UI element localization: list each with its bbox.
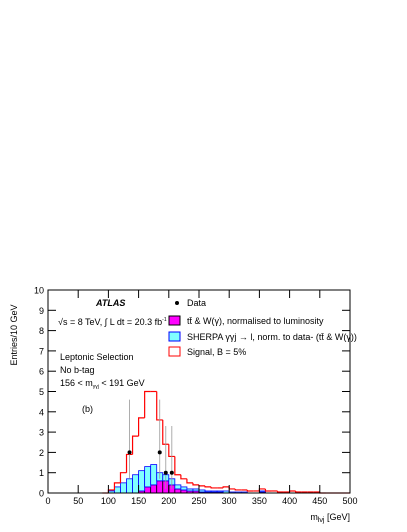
- bkg-bin: [210, 490, 218, 493]
- bkg-bin: [150, 464, 158, 486]
- y-tick-label: 0: [39, 489, 44, 499]
- x-tick-label: 500: [342, 496, 357, 506]
- legend-data-marker: [175, 301, 179, 305]
- signal-bin: [174, 456, 181, 476]
- signal-bin: [156, 391, 163, 421]
- legend-label: tt̄ & W(γ), normalised to luminosity: [187, 316, 324, 326]
- selection-label: Leptonic Selection: [60, 352, 134, 362]
- bkg-bin: [258, 490, 266, 493]
- legend-label: Signal, B = 5%: [187, 347, 246, 357]
- bkg-bin: [132, 474, 139, 494]
- signal-bin: [289, 490, 296, 492]
- y-tick-label: 2: [39, 448, 44, 458]
- signal-bin: [210, 486, 218, 489]
- data-point: [127, 450, 132, 455]
- signal-bin: [198, 484, 206, 487]
- bkg-bin: [204, 490, 212, 493]
- signal-bin: [234, 488, 242, 491]
- bkg-bin: [114, 486, 121, 494]
- signal-bin: [162, 419, 169, 445]
- x-tick-label: 50: [73, 496, 83, 506]
- y-tick-label: 7: [39, 346, 44, 356]
- signal-bin: [204, 485, 212, 488]
- signal-bin: [138, 417, 145, 437]
- legend-label: SHERPA γγj → l, norm. to data- (tt̄ & W(…: [187, 332, 357, 342]
- bkg-bin: [126, 478, 133, 494]
- energy-text: √s = 8 TeV, ∫ L dt = 20.3 fb: [58, 317, 162, 327]
- y-tick-label: 5: [39, 387, 44, 397]
- y-tick-label: 4: [39, 407, 44, 417]
- bkg-bin: [192, 488, 200, 492]
- x-tick-label: 200: [161, 496, 176, 506]
- x-axis-label: mlνj [GeV]: [310, 512, 350, 524]
- y-tick-label: 1: [39, 468, 44, 478]
- bkg-bin: [138, 470, 146, 492]
- signal-bin: [222, 486, 230, 488]
- bkg-bin: [174, 488, 182, 494]
- signal-bin: [119, 472, 127, 483]
- x-tick-label: 450: [312, 496, 327, 506]
- signal-bin: [276, 490, 284, 493]
- signal-bin: [186, 478, 193, 484]
- chart-title: ATLAS: [95, 298, 125, 308]
- signal-bin: [228, 486, 236, 490]
- btag-label: No b-tag: [60, 365, 95, 375]
- legend-swatch: [168, 331, 181, 342]
- y-tick-label: 9: [39, 306, 44, 316]
- signal-bin: [264, 488, 272, 492]
- y-tick-label: 3: [39, 428, 44, 438]
- data-point: [163, 470, 168, 475]
- legend-data: Data: [187, 298, 206, 308]
- signal-bin: [246, 489, 254, 492]
- y-tick-label: 8: [39, 326, 44, 336]
- legend-swatch: [168, 346, 181, 357]
- data-point: [157, 450, 162, 455]
- bkg-bin: [216, 490, 224, 493]
- bkg-bin: [144, 486, 152, 494]
- bkg-bin: [174, 484, 182, 490]
- panel-label: (b): [82, 404, 93, 414]
- bkg-bin: [186, 488, 194, 492]
- bkg-bin: [120, 482, 127, 494]
- data-point: [169, 470, 174, 475]
- x-tick-label: 350: [252, 496, 267, 506]
- x-tick-label: 300: [222, 496, 237, 506]
- window-sub: γγj: [93, 384, 99, 390]
- window-post: < 191 GeV: [99, 378, 145, 388]
- signal-bin: [131, 435, 139, 455]
- x-label-rest: [GeV]: [324, 512, 350, 522]
- signal-bin: [168, 444, 175, 458]
- y-tick-label: 10: [34, 286, 44, 296]
- legend-swatch: [168, 315, 181, 326]
- x-tick-label: 250: [191, 496, 206, 506]
- signal-bin: [125, 453, 133, 473]
- energy-label: √s = 8 TeV, ∫ L dt = 20.3 fb-1: [58, 317, 167, 327]
- x-label-base: m: [310, 512, 318, 522]
- y-axis-label: Entries/10 GeV: [9, 304, 19, 365]
- bkg-bin: [150, 484, 158, 494]
- x-tick-label: 100: [101, 496, 116, 506]
- x-tick-label: 150: [131, 496, 146, 506]
- signal-bin: [192, 482, 199, 486]
- x-label-sub: lνj: [318, 517, 325, 524]
- energy-sup: -1: [162, 317, 167, 323]
- signal-bin: [113, 482, 121, 490]
- bkg-bin: [180, 486, 188, 491]
- y-tick-label: 6: [39, 367, 44, 377]
- bkg-bin: [156, 480, 164, 494]
- signal-bin: [180, 474, 187, 480]
- bkg-bin: [144, 466, 152, 488]
- window-pre: 156 < m: [60, 378, 93, 388]
- signal-bin: [295, 490, 302, 493]
- x-tick-label: 0: [45, 496, 50, 506]
- bkg-bin: [198, 489, 206, 493]
- signal-bin: [144, 390, 151, 418]
- x-tick-label: 400: [282, 496, 297, 506]
- window-label: 156 < mγγj < 191 GeV: [60, 378, 145, 390]
